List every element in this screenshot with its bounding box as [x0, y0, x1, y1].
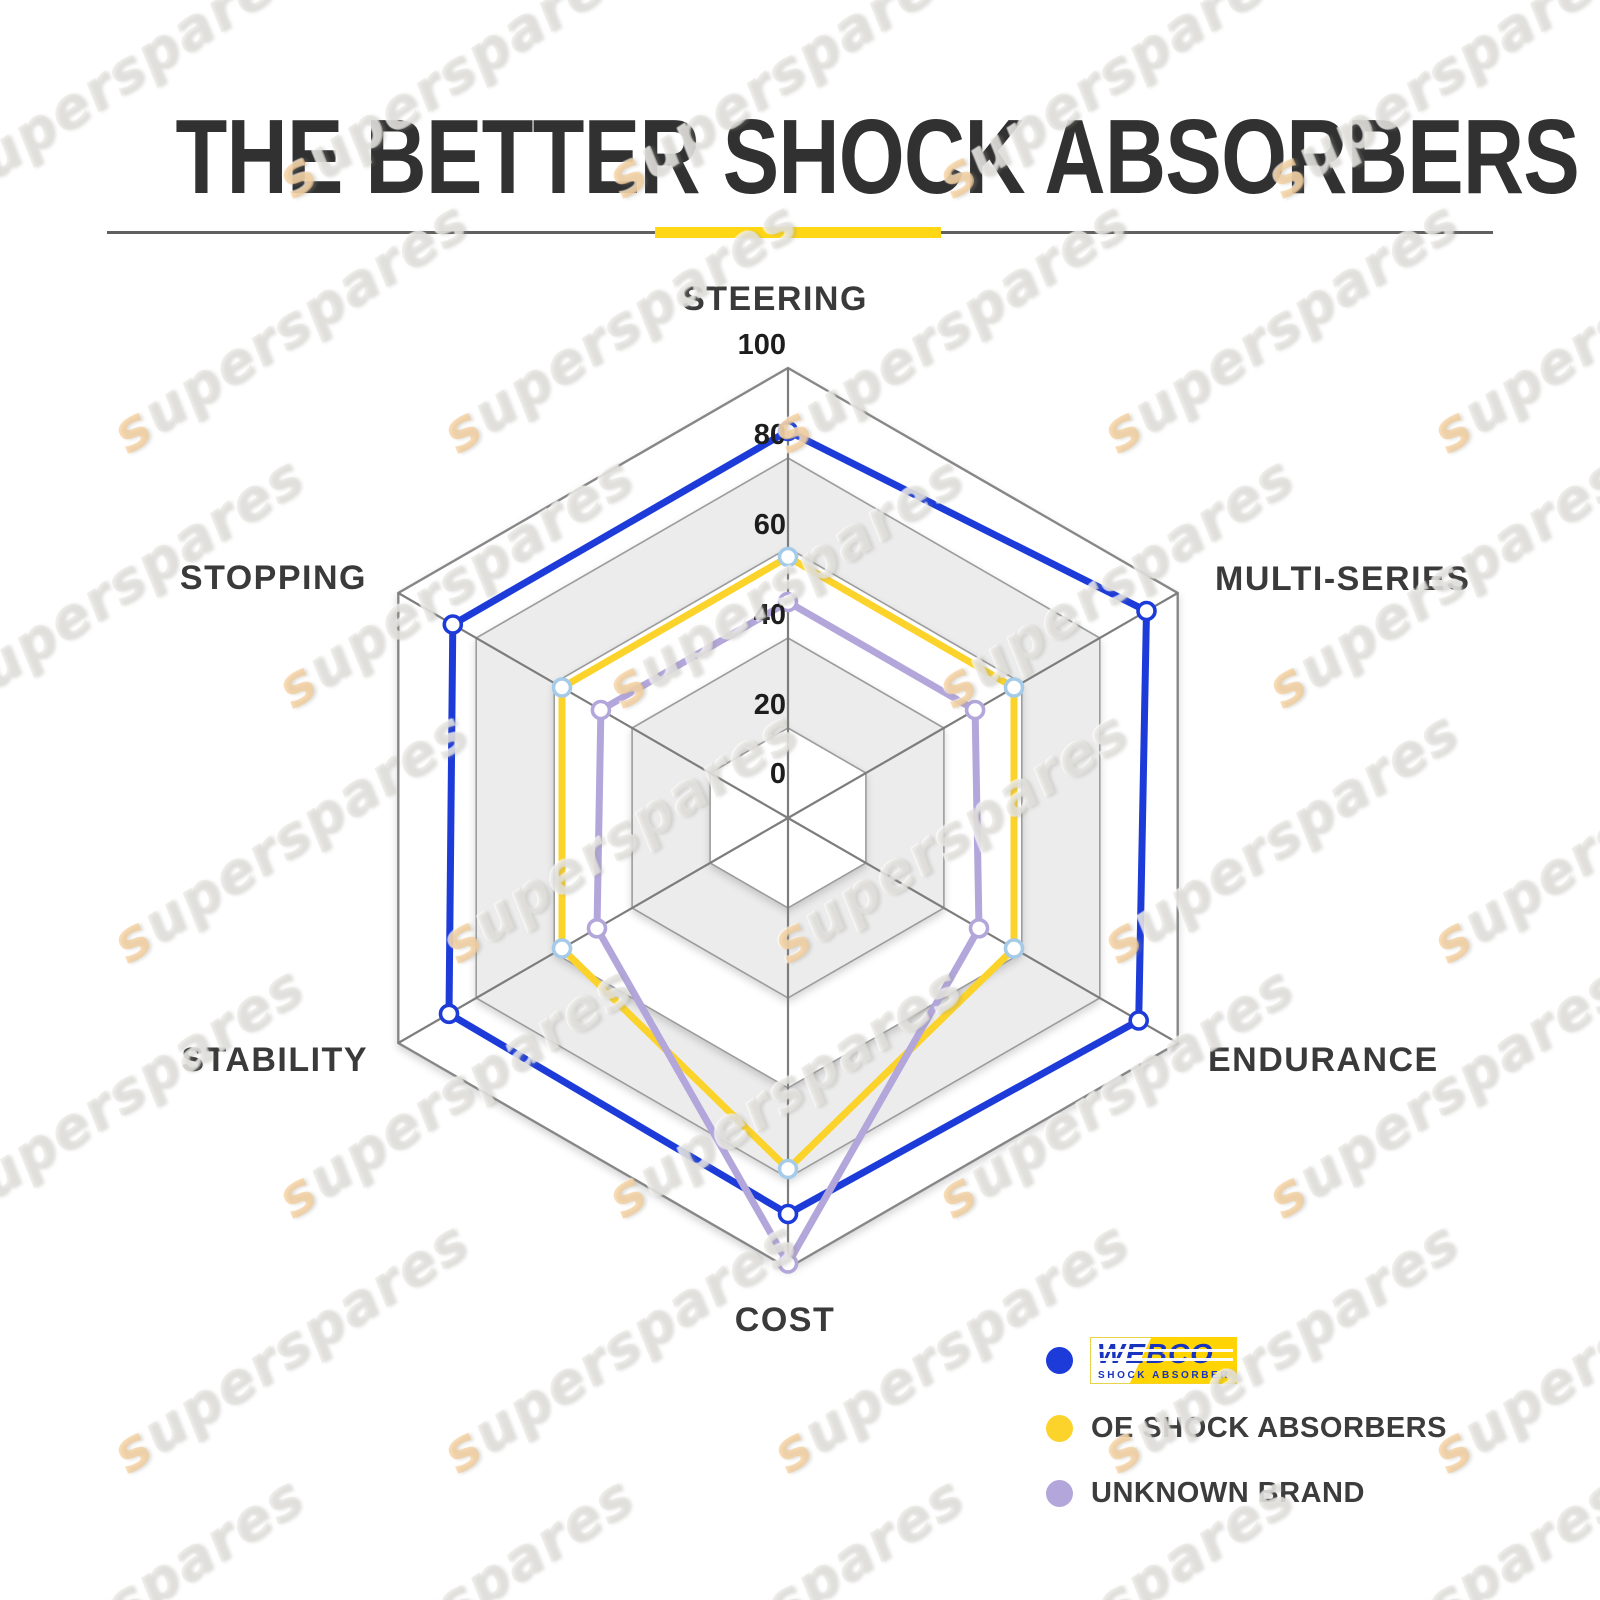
- webco-logo: WEBCO SHOCK ABSORBER: [1090, 1336, 1237, 1384]
- series-markers: [438, 420, 1157, 1274]
- tick-label-20: 20: [754, 689, 786, 721]
- axis-label-cost: COST: [735, 1301, 835, 1339]
- webco-logo-word: WEBCO: [1097, 1337, 1214, 1369]
- marker-oe-shock-absorbers-stopping: [551, 677, 573, 698]
- tick-labels: 0 20 40 60 80 100: [738, 329, 786, 790]
- legend-label-unknown: UNKNOWN BRAND: [1091, 1476, 1365, 1509]
- legend-dot-oe: [1046, 1414, 1073, 1442]
- axis-label-endurance: ENDURANCE: [1208, 1041, 1439, 1079]
- marker-unknown-brand-endurance: [968, 917, 990, 939]
- marker-webco-shock-absorber-stopping: [442, 614, 464, 635]
- tick-label-60: 60: [754, 509, 786, 541]
- legend-dot-webco: [1046, 1346, 1073, 1374]
- marker-unknown-brand-steering: [777, 591, 799, 613]
- marker-unknown-brand-cost: [777, 1253, 799, 1274]
- axis-labels: STEERING MULTI-SERIES ENDURANCE COST STABILI…: [180, 280, 1470, 1339]
- divider-accent: [655, 227, 941, 238]
- marker-webco-shock-absorber-endurance: [1128, 1010, 1149, 1031]
- webco-logo-stripe: [1094, 1348, 1233, 1352]
- legend-item-oe: OE SHOCK ABSORBERS: [1046, 1404, 1447, 1452]
- tick-label-100: 100: [738, 329, 786, 361]
- marker-oe-shock-absorbers-stability: [551, 938, 573, 959]
- marker-unknown-brand-stopping: [590, 699, 612, 721]
- tick-label-0: 0: [770, 758, 786, 790]
- axis-label-stopping: STOPPING: [180, 559, 367, 597]
- marker-webco-shock-absorber-stability: [438, 1003, 460, 1025]
- marker-oe-shock-absorbers-endurance: [1003, 938, 1025, 959]
- marker-unknown-brand-multi-series: [964, 699, 986, 721]
- legend-dot-unknown: [1046, 1479, 1073, 1507]
- webco-logo-stripe: [1094, 1357, 1233, 1361]
- title-wrap: THE BETTER SHOCK ABSORBERS: [0, 104, 1600, 210]
- marker-oe-shock-absorbers-cost: [777, 1158, 799, 1180]
- axis-label-stability: STABILITY: [181, 1041, 368, 1079]
- axis-label-steering: STEERING: [682, 280, 868, 318]
- webco-logo-subtext: SHOCK ABSORBER: [1098, 1369, 1231, 1381]
- legend-label-oe: OE SHOCK ABSORBERS: [1091, 1411, 1447, 1444]
- marker-unknown-brand-stability: [586, 917, 608, 939]
- legend-item-unknown: UNKNOWN BRAND: [1046, 1469, 1365, 1517]
- marker-webco-shock-absorber-multi-series: [1136, 600, 1157, 622]
- marker-oe-shock-absorbers-steering: [777, 546, 799, 568]
- page-title: THE BETTER SHOCK ABSORBERS: [175, 98, 1580, 216]
- marker-oe-shock-absorbers-multi-series: [1003, 677, 1025, 698]
- tick-label-80: 80: [754, 419, 786, 451]
- legend-item-webco: WEBCO SHOCK ABSORBER: [1046, 1334, 1237, 1386]
- tick-label-40: 40: [754, 599, 786, 631]
- marker-webco-shock-absorber-steering: [777, 420, 799, 442]
- axis-label-multi-series: MULTI-SERIES: [1215, 560, 1470, 598]
- marker-webco-shock-absorber-cost: [777, 1203, 799, 1225]
